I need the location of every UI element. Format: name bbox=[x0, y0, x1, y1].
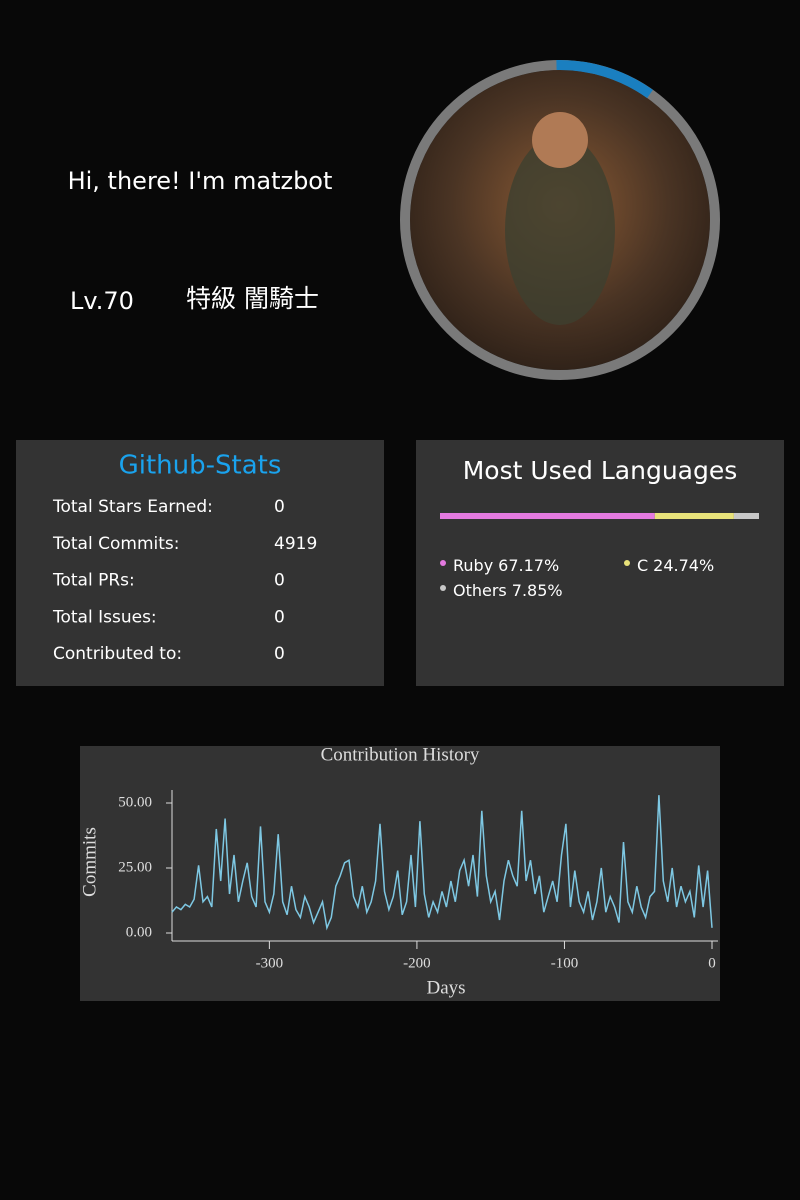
languages-card bbox=[416, 440, 784, 686]
rank: 特級 闇騎士 bbox=[186, 284, 319, 313]
language-percent: 67.17% bbox=[498, 556, 559, 575]
x-tick-label: -200 bbox=[403, 955, 431, 971]
stats-rows: Total Stars Earned: 0 Total Commits: 4919 To… bbox=[52, 497, 317, 664]
language-name: C bbox=[637, 556, 648, 575]
stat-label: Contributed to: bbox=[53, 644, 182, 664]
legend-dot bbox=[440, 585, 446, 591]
y-axis-label: Commits bbox=[79, 827, 100, 897]
legend-entry: C 24.74% bbox=[637, 556, 714, 575]
stat-label: Total PRs: bbox=[52, 571, 135, 591]
language-bar bbox=[733, 513, 759, 519]
language-name: Others bbox=[453, 581, 507, 600]
stat-label: Total Commits: bbox=[52, 534, 179, 554]
greeting: Hi, there! I'm matzbot bbox=[68, 167, 333, 195]
y-tick-label: 0.00 bbox=[126, 924, 152, 940]
stat-label: Total Stars Earned: bbox=[52, 497, 213, 517]
avatar bbox=[400, 59, 720, 380]
language-name: Ruby bbox=[453, 556, 493, 575]
x-tick-label: -300 bbox=[256, 955, 284, 971]
stat-value: 4919 bbox=[274, 534, 317, 554]
stat-label: Total Issues: bbox=[52, 607, 157, 627]
languages: Ruby 67.17% C 24.74% Others 7.85% bbox=[440, 513, 759, 600]
level-progress bbox=[556, 59, 653, 99]
x-tick-label: -100 bbox=[551, 955, 579, 971]
series-line bbox=[171, 795, 713, 931]
x-tick-label: 0 bbox=[708, 955, 716, 971]
x-axis-label: Days bbox=[426, 977, 465, 998]
language-bar bbox=[654, 513, 734, 519]
legend-entry: Ruby 67.17% bbox=[453, 556, 559, 575]
chart-title: Contribution History bbox=[321, 744, 480, 765]
stat-value: 0 bbox=[274, 497, 285, 517]
stats-card bbox=[16, 440, 384, 686]
language-percent: 7.85% bbox=[512, 581, 563, 600]
legend-entry: Others 7.85% bbox=[453, 581, 563, 600]
stat-value: 0 bbox=[274, 644, 285, 664]
language-percent: 24.74% bbox=[653, 556, 714, 575]
legend-dot bbox=[440, 560, 446, 566]
legend-dot bbox=[624, 560, 630, 566]
stat-value: 0 bbox=[274, 607, 285, 627]
stats-title: Github-Stats bbox=[119, 451, 282, 481]
language-bar bbox=[440, 513, 655, 519]
avatar-face bbox=[532, 112, 588, 168]
chart: 0.00 25.00 50.00 -300 -200 -100 0 bbox=[118, 790, 718, 971]
y-tick-label: 50.00 bbox=[118, 794, 152, 810]
languages-title: Most Used Languages bbox=[463, 456, 738, 485]
level: Lv.70 bbox=[70, 287, 134, 315]
avatar-figure bbox=[505, 135, 615, 325]
stat-value: 0 bbox=[274, 571, 285, 591]
chart-panel bbox=[80, 746, 720, 1001]
y-tick-label: 25.00 bbox=[118, 859, 152, 875]
